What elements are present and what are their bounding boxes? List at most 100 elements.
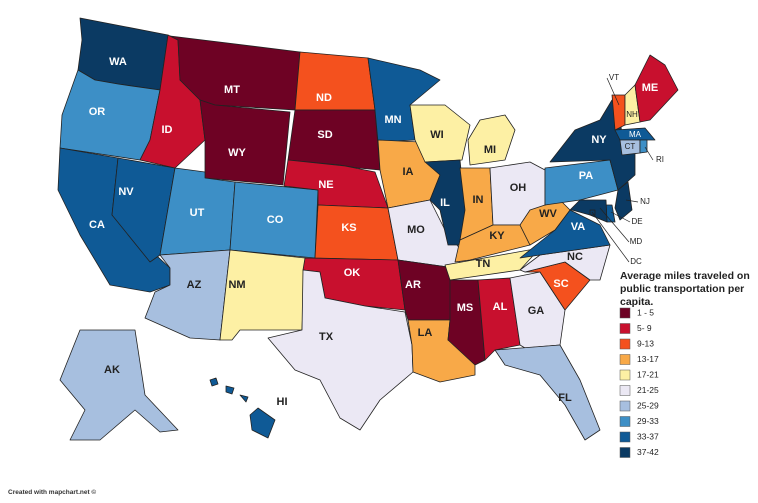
state-shape (111, 157, 176, 263)
state-label: DC (630, 257, 642, 266)
state-label: MN (384, 114, 401, 126)
legend-swatch (619, 354, 631, 365)
leader-line (606, 77, 620, 106)
legend-label: 37-42 (637, 447, 659, 457)
state-label: OH (510, 182, 527, 194)
state-label: WY (228, 147, 246, 159)
state-label: KY (489, 230, 505, 242)
leader-line (599, 207, 630, 243)
state-shape (59, 329, 179, 441)
state-label: AZ (187, 279, 202, 291)
credit: Created with mapchart.net © (8, 488, 96, 496)
state-shape (614, 181, 633, 221)
state-shape (267, 269, 414, 431)
state-label: CT (625, 142, 636, 151)
state-label: AK (104, 364, 120, 376)
state-label: ID (162, 124, 173, 136)
state-label: AR (405, 279, 421, 291)
state-label: IN (473, 194, 484, 206)
state-label: NY (591, 134, 607, 146)
legend-label: 9-13 (637, 338, 654, 348)
legend-label: 1 - 5 (637, 307, 654, 317)
state-shape (544, 159, 619, 206)
island-shape (239, 394, 249, 403)
legend-label: 21-25 (637, 385, 659, 395)
legend-label: 25-29 (637, 400, 659, 410)
legend-label: 29-33 (637, 416, 659, 426)
legend-swatch (619, 369, 631, 381)
legend-swatch (619, 338, 631, 350)
state-label: SC (553, 278, 568, 290)
legend-swatch (619, 307, 631, 319)
state-shape (287, 109, 381, 171)
state-label: MO (407, 224, 425, 236)
state-label: RI (656, 155, 664, 164)
state-label: TN (476, 258, 491, 270)
leader-line (591, 211, 630, 263)
state-label: MS (457, 302, 474, 314)
state-label: WA (109, 56, 127, 68)
state-shape (409, 104, 471, 163)
state-shape (614, 127, 656, 141)
state-label: GA (528, 305, 545, 317)
leader-line (644, 146, 654, 161)
state-shape (219, 249, 306, 341)
legend-title: Average miles traveled on public transpo… (620, 270, 750, 308)
state-shape (639, 139, 648, 154)
state-label: TX (319, 331, 334, 343)
state-label: IA (403, 166, 414, 178)
state-label: OR (89, 106, 106, 118)
state-shape (477, 277, 521, 361)
state-label: LA (418, 327, 433, 339)
state-label: FL (558, 392, 572, 404)
state-shape (467, 114, 516, 166)
state-label: MI (484, 144, 496, 156)
state-label: MA (629, 130, 642, 139)
state-label: ND (316, 92, 332, 104)
state-shape (294, 51, 376, 111)
legend-swatch (619, 447, 631, 458)
legend-label: 13-17 (637, 354, 659, 364)
island-shape (209, 377, 219, 387)
state-label: UT (190, 207, 205, 219)
state-label: ME (642, 82, 659, 94)
state-label: NH (626, 110, 638, 119)
legend-swatch (619, 323, 631, 334)
state-label: NC (567, 251, 583, 263)
state-label: NM (228, 279, 245, 291)
state-label: HI (277, 396, 288, 408)
legend-swatch (619, 416, 631, 427)
leader-line (625, 199, 639, 203)
state-label: PA (579, 170, 594, 182)
legend-swatch (619, 400, 631, 412)
state-label: NE (318, 179, 333, 191)
state-label: WV (539, 208, 557, 220)
state-label: WI (430, 129, 443, 141)
legend-label: 17-21 (637, 369, 659, 379)
island-shape (225, 385, 235, 395)
legend-label: 5- 9 (637, 323, 652, 333)
legend-label: 33-37 (637, 431, 659, 441)
state-label: KS (341, 222, 356, 234)
state-shape (249, 407, 276, 439)
state-label: AL (493, 301, 508, 313)
state-label: VT (609, 73, 619, 82)
state-label: IL (440, 197, 450, 209)
legend-swatch (619, 431, 631, 443)
state-label: CO (267, 214, 284, 226)
state-label: OK (344, 267, 361, 279)
state-shape (494, 344, 601, 441)
legend-swatch (619, 385, 631, 396)
state-shape (199, 99, 291, 186)
state-label: VA (571, 221, 586, 233)
state-label: NV (118, 186, 134, 198)
state-label: CA (89, 219, 105, 231)
leader-line (610, 211, 631, 223)
state-shape (634, 54, 679, 123)
state-label: MD (630, 237, 643, 246)
state-label: DE (631, 217, 642, 226)
state-label: MT (224, 84, 240, 96)
state-label: SD (317, 129, 332, 141)
